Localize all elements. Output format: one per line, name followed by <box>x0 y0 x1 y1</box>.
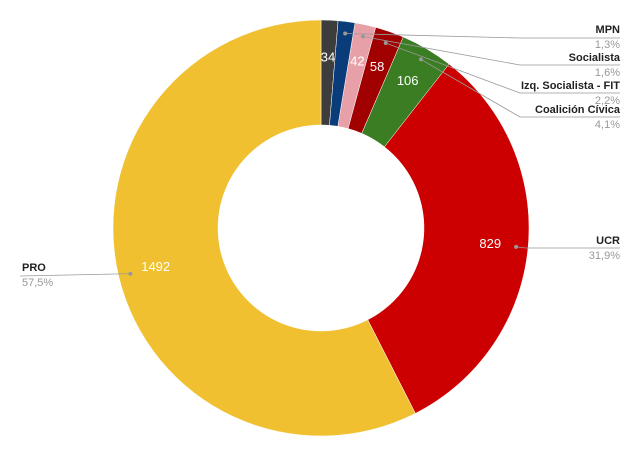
slice-value-label: 58 <box>370 59 384 74</box>
percent-label: 57,5% <box>22 277 53 289</box>
leader-dot <box>360 34 365 39</box>
leader-dot <box>514 244 519 249</box>
leader-line <box>345 33 620 39</box>
slice-value-label: 34 <box>321 50 335 65</box>
percent-label: 1,6% <box>595 67 620 79</box>
slice-value-label: 829 <box>479 236 501 251</box>
leader-dot <box>128 271 133 276</box>
leader-line <box>19 273 131 277</box>
legend-label: Coalición Cívica <box>535 104 621 116</box>
slice <box>367 63 530 414</box>
percent-label: 2,2% <box>595 95 620 107</box>
slice-value-label: 106 <box>397 73 419 88</box>
leader-line <box>362 36 620 66</box>
leader-dot <box>383 40 388 45</box>
slice <box>112 19 416 437</box>
leader-line <box>420 59 620 118</box>
leader-line <box>516 246 620 249</box>
percent-label: 31,9% <box>589 250 620 262</box>
legend-label: MPN <box>596 24 621 36</box>
leader-dot <box>343 31 348 36</box>
slice-value-label: 42 <box>350 53 364 68</box>
leader-line <box>385 42 620 94</box>
leader-dot <box>418 57 423 62</box>
percent-label: 1,3% <box>595 39 620 51</box>
legend-label: Izq. Socialista - FIT <box>521 80 620 92</box>
legend-label: UCR <box>596 235 620 247</box>
legend-label: PRO <box>22 262 46 274</box>
legend-label: Socialista <box>569 52 621 64</box>
percent-label: 4,1% <box>595 119 620 131</box>
slice-value-label: 1492 <box>141 259 170 274</box>
